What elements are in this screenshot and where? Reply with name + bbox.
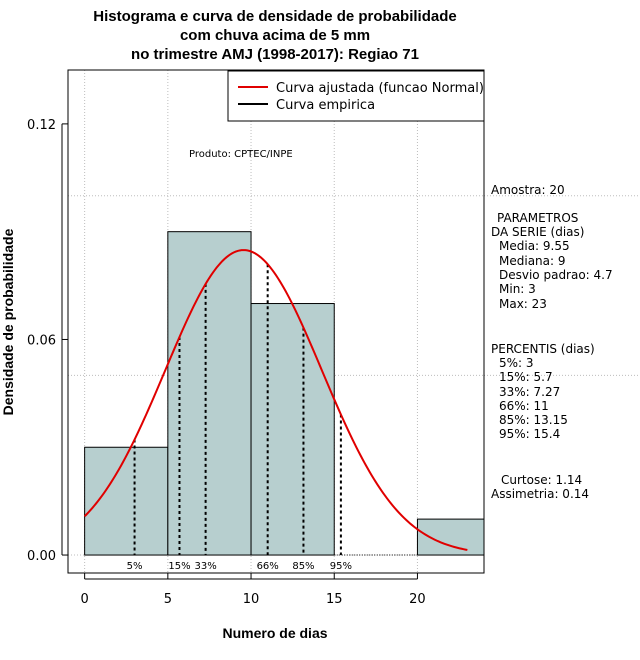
chart-title-line-3: no trimestre AMJ (1998-2017): Regiao 71 (131, 46, 419, 63)
legend-label-empirical: Curva empirica (276, 98, 375, 113)
histogram-bars (84, 231, 485, 556)
percentile-label-33: 33% (194, 561, 216, 572)
percentil-33: 33%: 7.27 (499, 385, 560, 399)
curtose: Curtose: 1.14 (501, 473, 582, 487)
assimetria: Assimetria: 0.14 (491, 487, 589, 501)
product-note: Produto: CPTEC/INPE (189, 149, 293, 160)
percentil-66: 66%: 11 (499, 399, 549, 413)
x-tick-label: 10 (243, 592, 260, 607)
legend: Curva ajustada (funcao Normal) Curva emp… (227, 70, 485, 122)
axes: 0 5 10 15 20 0.00 0.06 0.12 (27, 118, 426, 607)
percentil-95: 95%: 15.4 (499, 427, 560, 441)
y-tick-label: 0.06 (27, 333, 56, 348)
params-title-2: DA SERIE (dias) (491, 225, 584, 239)
chart-title-line-2: com chuva acima de 5 mm (180, 27, 370, 44)
percentile-label-5: 5% (127, 561, 143, 572)
percentil-15: 15%: 5.7 (499, 370, 553, 384)
y-tick-label: 0.00 (27, 549, 56, 564)
param-media: Media: 9.55 (499, 239, 570, 253)
histogram-bar (416, 518, 485, 556)
y-tick-label: 0.12 (27, 118, 56, 133)
x-axis-label: Numero de dias (222, 625, 327, 641)
x-tick-label: 15 (326, 592, 343, 607)
param-mediana: Mediana: 9 (499, 254, 566, 268)
percentis-title: PERCENTIS (dias) (491, 342, 595, 356)
plot-frame (67, 69, 485, 574)
sample-size: Amostra: 20 (491, 183, 565, 197)
legend-label-normal: Curva ajustada (funcao Normal) (276, 81, 484, 96)
percentil-5: 5%: 3 (499, 356, 534, 370)
chart-title-line-1: Histograma e curva de densidade de proba… (93, 8, 456, 25)
percentile-label-85: 85% (292, 561, 314, 572)
percentile-label-15: 15% (168, 561, 190, 572)
param-max: Max: 23 (499, 297, 547, 311)
percentile-label-95: 95% (330, 561, 352, 572)
curves (83, 249, 468, 551)
percentile-lines: 5% 15% 33% 66% 85% 95% (127, 264, 352, 572)
params-title-1: PARAMETROS (497, 211, 578, 225)
statistics-panel: Amostra: 20 PARAMETROS DA SERIE (dias) M… (491, 183, 613, 501)
percentile-label-66: 66% (257, 561, 279, 572)
percentil-85: 85%: 13.15 (499, 413, 568, 427)
x-tick-label: 20 (409, 592, 426, 607)
param-desvio: Desvio padrao: 4.7 (499, 268, 613, 282)
x-tick-label: 0 (80, 592, 88, 607)
x-tick-label: 5 (164, 592, 172, 607)
param-min: Min: 3 (499, 282, 536, 296)
normal-curve (83, 249, 468, 551)
legend-box (227, 70, 485, 122)
histogram-bar (250, 303, 335, 556)
y-axis-label: Densidade de probabilidade (0, 228, 16, 415)
